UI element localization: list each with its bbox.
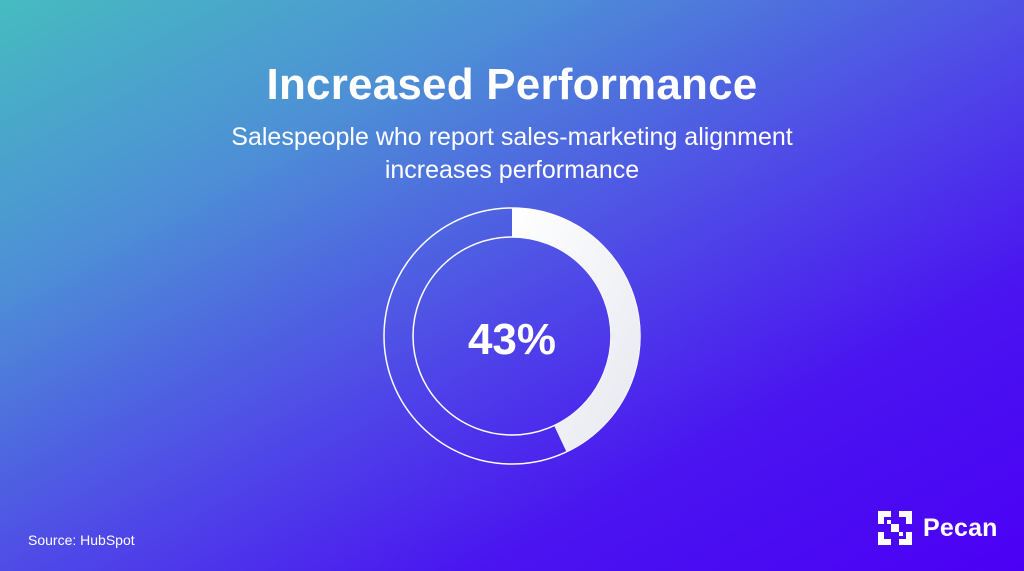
pecan-logo-icon [878, 511, 912, 545]
chart-title: Increased Performance [266, 60, 758, 109]
source-note: Source: HubSpot [28, 532, 135, 548]
brand-logo: Pecan [876, 509, 1006, 547]
brand-name: Pecan [923, 514, 998, 542]
donut-slice-value [512, 208, 640, 452]
chart-subtitle: Salespeople who report sales-marketing a… [231, 123, 793, 184]
value-label: 43% [468, 315, 556, 364]
